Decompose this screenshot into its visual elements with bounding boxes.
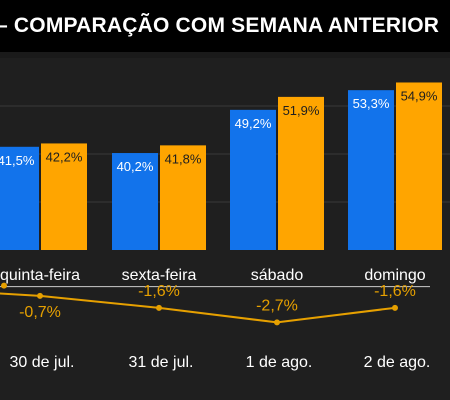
- bar-current-2: [230, 109, 276, 250]
- variation-point: [392, 304, 398, 311]
- bar-value-label: 41,5%: [0, 153, 35, 168]
- bar-value-label: 41,8%: [165, 151, 202, 166]
- page-title: – COMPARAÇÃO COM SEMANA ANTERIOR: [0, 14, 440, 37]
- bar-value-label: 51,9%: [283, 103, 320, 118]
- variation-label: -2,7%: [256, 297, 298, 314]
- comparison-chart: 41,5% 42,2% quinta-feira 40,2% 41,8% sexta-fe…: [0, 82, 450, 371]
- header: – COMPARAÇÃO COM SEMANA ANTERIOR: [0, 0, 450, 52]
- variation-point: [37, 292, 43, 299]
- bar-previous-1: [160, 145, 206, 250]
- variation-label: -1,6%: [374, 283, 416, 300]
- variation-point: [156, 304, 162, 311]
- variation-label: -0,7%: [19, 304, 61, 321]
- bar-current-1: [112, 153, 158, 250]
- variation-label: -1,6%: [138, 283, 180, 300]
- bar-value-label: 49,2%: [235, 116, 272, 131]
- bar-current-0: [0, 146, 39, 250]
- bar-previous-0: [41, 143, 87, 250]
- bar-value-label: 42,2%: [46, 149, 83, 164]
- header-divider: [0, 52, 450, 58]
- date-label: 31 de jul.: [129, 354, 194, 371]
- bar-value-label: 53,3%: [353, 96, 390, 111]
- bar-current-3: [348, 90, 394, 250]
- date-label: 1 de ago.: [246, 354, 313, 371]
- category-label: quinta-feira: [0, 267, 80, 284]
- date-label: 30 de jul.: [10, 354, 75, 371]
- bar-value-label: 54,9%: [401, 88, 438, 103]
- bar-previous-2: [278, 96, 324, 250]
- category-label: domingo: [364, 267, 425, 284]
- date-label: 2 de ago.: [364, 354, 431, 371]
- bar-previous-3: [396, 82, 442, 250]
- bar-value-label: 40,2%: [117, 159, 154, 174]
- variation-point: [1, 282, 7, 289]
- category-label: sexta-feira: [122, 267, 197, 284]
- chart-panel: 41,5% 42,2% quinta-feira 40,2% 41,8% sexta-fe…: [0, 58, 450, 400]
- category-label: sábado: [251, 267, 304, 284]
- variation-point: [274, 319, 280, 326]
